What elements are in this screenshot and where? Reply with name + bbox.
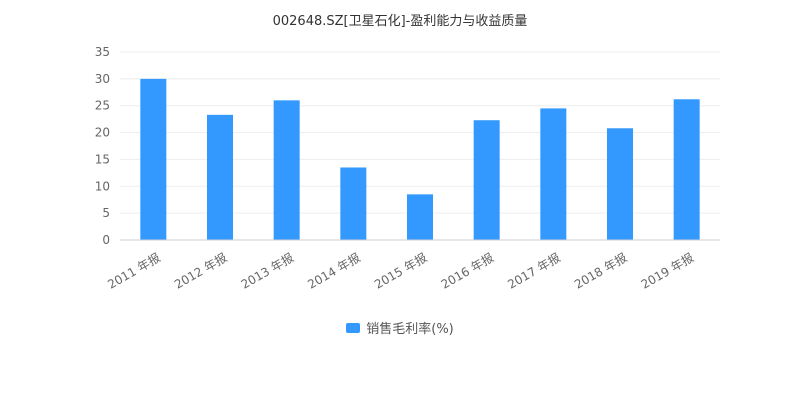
x-tick-label: 2017 年报 (505, 250, 563, 292)
bar[interactable] (340, 167, 367, 240)
y-tick-label: 15 (95, 152, 110, 166)
bar[interactable] (207, 114, 233, 240)
x-tick-label: 2015 年报 (371, 250, 429, 292)
bar[interactable] (607, 128, 633, 240)
y-tick-label: 10 (95, 179, 110, 193)
x-tick-label: 2014 年报 (305, 250, 363, 292)
y-tick-label: 30 (95, 72, 110, 86)
bar[interactable] (273, 100, 300, 240)
y-tick-label: 5 (102, 206, 110, 220)
bars (140, 78, 700, 241)
x-tick-label: 2011 年报 (105, 250, 163, 292)
chart-title: 002648.SZ[卫星石化]-盈利能力与收益质量 (272, 14, 528, 29)
legend-label: 销售毛利率(%) (366, 322, 454, 337)
y-tick-label: 20 (95, 126, 110, 140)
y-tick-label: 0 (102, 233, 110, 247)
x-tick-label: 2018 年报 (571, 250, 629, 292)
x-tick-label: 2012 年报 (171, 250, 229, 292)
y-axis-ticks: 0 5 10 15 20 25 30 35 (95, 45, 110, 247)
x-tick-label: 2019 年报 (638, 250, 696, 292)
bar[interactable] (407, 194, 433, 240)
y-tick-label: 25 (95, 99, 110, 113)
bar[interactable] (140, 78, 167, 240)
x-tick-label: 2013 年报 (238, 250, 296, 292)
bar[interactable] (540, 108, 567, 241)
legend[interactable]: 销售毛利率(%) (0, 318, 800, 337)
legend-swatch (346, 322, 361, 333)
y-tick-label: 35 (95, 45, 110, 59)
x-tick-label: 2016 年报 (438, 250, 496, 292)
bar[interactable] (473, 120, 500, 240)
bar[interactable] (673, 99, 700, 240)
x-axis-ticks: 2011 年报 2012 年报 2013 年报 2014 年报 2015 年报 2016 … (105, 250, 696, 292)
